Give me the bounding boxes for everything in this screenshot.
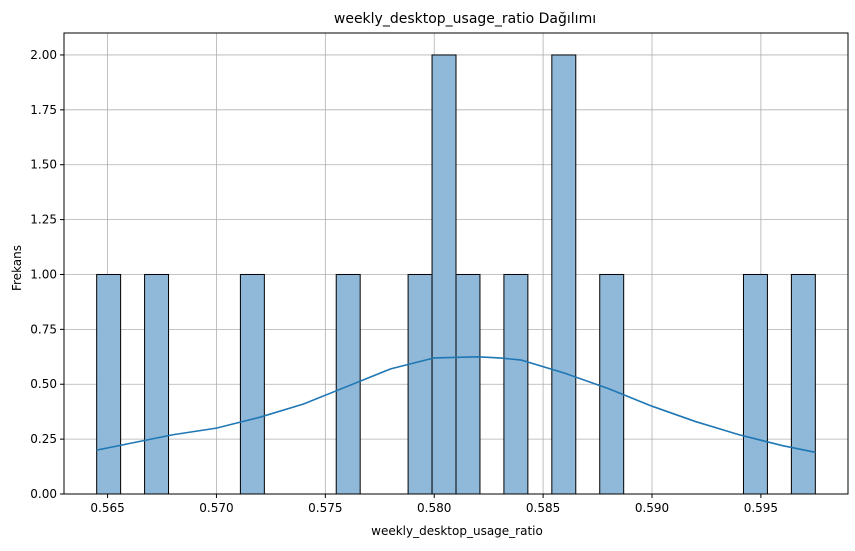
x-axis-label: weekly_desktop_usage_ratio xyxy=(371,524,543,538)
chart-title: weekly_desktop_usage_ratio Dağılımı xyxy=(334,11,596,27)
histogram-bar xyxy=(407,273,433,495)
y-tick-label: 0.00 xyxy=(30,487,57,501)
x-tick-label: 0.585 xyxy=(526,501,560,515)
y-tick-label: 2.00 xyxy=(30,48,57,62)
kde-line xyxy=(96,355,816,454)
y-tick-label: 0.25 xyxy=(30,432,57,446)
y-tick-label: 1.00 xyxy=(30,267,57,281)
y-tick-label: 1.75 xyxy=(30,103,57,117)
x-tick-label: 0.565 xyxy=(90,501,124,515)
x-tick-label: 0.570 xyxy=(199,501,233,515)
y-tick-label: 0.50 xyxy=(30,377,57,391)
histogram-bar xyxy=(96,273,122,495)
histogram-bar xyxy=(790,273,816,495)
y-axis-ticks: 0.00 0.25 0.50 0.75 1.00 1.25 1.50 1.75 2.00 xyxy=(30,48,64,501)
histogram-bar xyxy=(431,54,457,495)
x-tick-label: 0.575 xyxy=(308,501,342,515)
x-axis-ticks: 0.565 0.570 0.575 0.580 0.585 0.590 0.595 xyxy=(90,494,778,515)
x-tick-label: 0.580 xyxy=(417,501,451,515)
y-tick-label: 1.50 xyxy=(30,158,57,172)
histogram-bar xyxy=(455,273,481,495)
histogram-bars xyxy=(96,54,816,495)
x-tick-label: 0.590 xyxy=(635,501,669,515)
histogram-bar xyxy=(599,273,625,495)
y-tick-label: 1.25 xyxy=(30,213,57,227)
plot-frame xyxy=(63,32,849,495)
y-axis-label: Frekans xyxy=(10,245,24,291)
y-tick-label: 0.75 xyxy=(30,322,57,336)
histogram-bar xyxy=(503,273,529,495)
histogram-bar xyxy=(742,273,768,495)
histogram-bar xyxy=(239,273,265,495)
x-tick-label: 0.595 xyxy=(744,501,778,515)
histogram-bar xyxy=(144,273,170,495)
histogram-bar xyxy=(551,54,577,495)
histogram-bar xyxy=(335,273,361,495)
